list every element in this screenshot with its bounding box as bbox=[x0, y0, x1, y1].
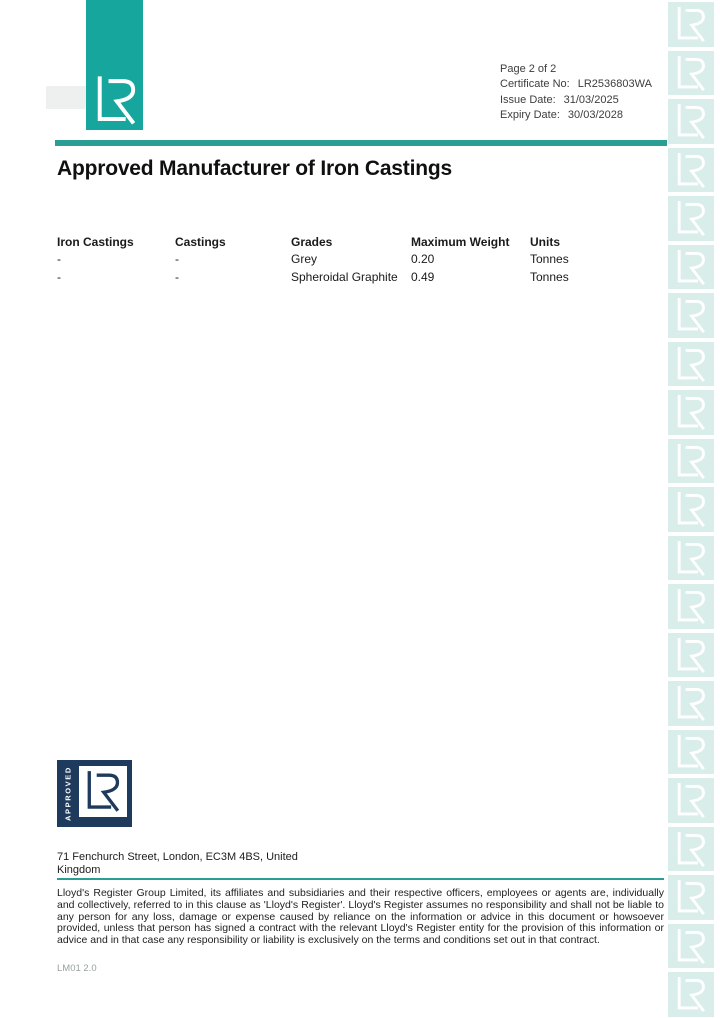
lr-watermark-tile bbox=[668, 50, 714, 95]
page-number-label: Page 2 of 2 bbox=[500, 62, 557, 75]
address: 71 Fenchurch Street, London, EC3M 4BS, U… bbox=[57, 851, 298, 876]
issue-date-field: Issue Date: 31/03/2025 bbox=[500, 92, 652, 108]
header-rule bbox=[55, 140, 667, 146]
lr-watermark-tile bbox=[668, 826, 714, 871]
watermark-strip bbox=[668, 2, 714, 1018]
col-header-units: Units bbox=[530, 234, 560, 249]
lr-watermark-tile bbox=[668, 923, 714, 968]
lr-watermark-tile bbox=[668, 390, 714, 435]
issue-date-value: 31/03/2025 bbox=[563, 93, 619, 106]
lr-watermark-icon bbox=[674, 685, 708, 722]
lr-watermark-icon bbox=[674, 588, 708, 625]
cell-castings: - bbox=[175, 252, 179, 267]
lr-watermark-icon bbox=[674, 200, 708, 237]
lr-watermark-icon bbox=[674, 734, 708, 771]
page-number: Page 2 of 2 bbox=[500, 61, 652, 77]
expiry-date-label: Expiry Date: bbox=[500, 109, 560, 122]
lr-monogram-icon bbox=[94, 75, 138, 126]
lr-approved-stamp-icon bbox=[79, 766, 127, 817]
lr-watermark-tile bbox=[668, 99, 714, 144]
table-header-row: Iron Castings Castings Grades Maximum We… bbox=[57, 233, 647, 251]
lr-watermark-icon bbox=[674, 879, 708, 916]
header-info: Page 2 of 2 Certificate No: LR2536803WA … bbox=[500, 61, 652, 123]
approved-stamp: APPROVED bbox=[57, 760, 132, 827]
lr-watermark-tile bbox=[668, 681, 714, 726]
lr-watermark-icon bbox=[674, 540, 708, 577]
lr-watermark-tile bbox=[668, 972, 714, 1017]
approvals-table: Iron Castings Castings Grades Maximum We… bbox=[57, 233, 647, 286]
lr-watermark-icon bbox=[674, 637, 708, 674]
lr-watermark-icon bbox=[674, 152, 708, 189]
lr-watermark-icon bbox=[674, 249, 708, 286]
lr-watermark-tile bbox=[668, 438, 714, 483]
expiry-date-value: 30/03/2028 bbox=[567, 109, 623, 122]
cell-iron-castings: - bbox=[57, 269, 61, 284]
certificate-number-label: Certificate No: bbox=[500, 78, 570, 91]
expiry-date-field: Expiry Date: 30/03/2028 bbox=[500, 108, 652, 124]
lr-watermark-icon bbox=[674, 103, 708, 140]
issue-date-label: Issue Date: bbox=[500, 93, 556, 106]
doc-code: LM01 2.0 bbox=[57, 963, 97, 974]
col-header-castings: Castings bbox=[175, 234, 226, 249]
col-header-grades: Grades bbox=[291, 234, 333, 249]
lr-watermark-tile bbox=[668, 487, 714, 532]
page-title: Approved Manufacturer of Iron Castings bbox=[57, 157, 452, 180]
lr-watermark-tile bbox=[668, 293, 714, 338]
lr-watermark-icon bbox=[674, 6, 708, 43]
lr-watermark-tile bbox=[668, 244, 714, 289]
cell-units: Tonnes bbox=[530, 269, 569, 284]
cell-maximum-weight: 0.20 bbox=[411, 252, 435, 267]
lr-watermark-icon bbox=[674, 976, 708, 1013]
lr-watermark-icon bbox=[674, 782, 708, 819]
cell-grade: Grey bbox=[291, 252, 318, 267]
certificate-number-field: Certificate No: LR2536803WA bbox=[500, 77, 652, 93]
lr-watermark-tile bbox=[668, 535, 714, 580]
cell-units: Tonnes bbox=[530, 252, 569, 267]
approved-stamp-label: APPROVED bbox=[63, 766, 73, 821]
lr-watermark-icon bbox=[674, 297, 708, 334]
certificate-number-value: LR2536803WA bbox=[577, 78, 652, 91]
lr-watermark-tile bbox=[668, 875, 714, 920]
cell-grade: Spheroidal Graphite bbox=[291, 269, 398, 284]
table-row: - - Grey 0.20 Tonnes bbox=[57, 251, 647, 269]
cell-maximum-weight: 0.49 bbox=[411, 269, 435, 284]
lr-watermark-icon bbox=[674, 491, 708, 528]
cell-iron-castings: - bbox=[57, 252, 61, 267]
lr-watermark-icon bbox=[674, 346, 708, 383]
lr-watermark-icon bbox=[674, 55, 708, 92]
lr-watermark-tile bbox=[668, 341, 714, 386]
col-header-iron-castings: Iron Castings bbox=[57, 234, 134, 249]
lr-watermark-icon bbox=[674, 394, 708, 431]
lr-watermark-icon bbox=[674, 928, 708, 965]
lr-watermark-tile bbox=[668, 147, 714, 192]
logo-shadow bbox=[46, 86, 86, 109]
lr-watermark-tile bbox=[668, 729, 714, 774]
table-row: - - Spheroidal Graphite 0.49 Tonnes bbox=[57, 268, 647, 286]
lr-watermark-tile bbox=[668, 196, 714, 241]
disclaimer: Lloyd's Register Group Limited, its affi… bbox=[57, 887, 664, 947]
lr-watermark-tile bbox=[668, 584, 714, 629]
lr-watermark-tile bbox=[668, 778, 714, 823]
lr-monogram-icon bbox=[84, 770, 122, 813]
lr-logo bbox=[86, 0, 143, 130]
lr-watermark-tile bbox=[668, 2, 714, 47]
address-rule bbox=[57, 878, 664, 880]
lr-watermark-icon bbox=[674, 443, 708, 480]
lr-watermark-tile bbox=[668, 632, 714, 677]
col-header-maximum-weight: Maximum Weight bbox=[411, 234, 510, 249]
cell-castings: - bbox=[175, 269, 179, 284]
lr-watermark-icon bbox=[674, 831, 708, 868]
